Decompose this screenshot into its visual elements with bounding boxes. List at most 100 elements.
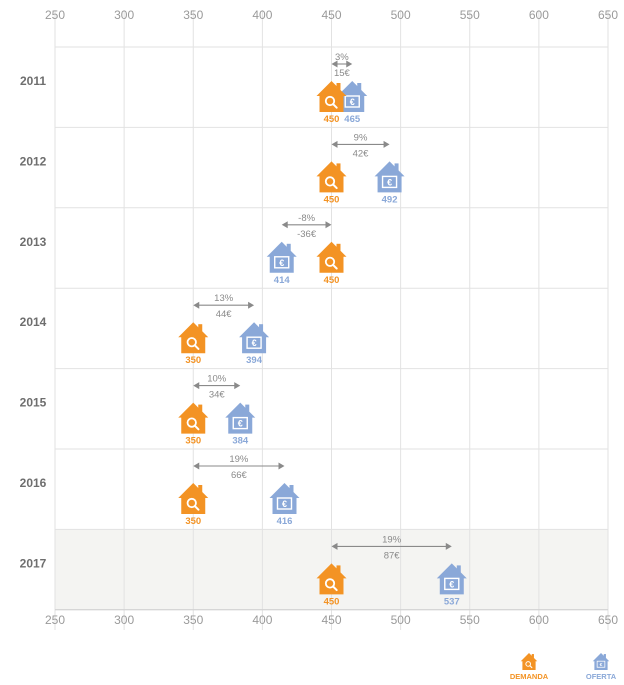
- house-euro-icon: €: [436, 563, 467, 595]
- oferta-point: €465: [337, 81, 368, 125]
- grid-layer: [54, 10, 609, 630]
- house-search-icon: [316, 81, 347, 112]
- svg-text:€: €: [238, 419, 243, 429]
- house-search-icon: [316, 161, 347, 193]
- x-tick-label-bottom: 300: [114, 613, 134, 627]
- difference-arrow: [193, 462, 285, 470]
- house-search-icon: [178, 322, 209, 354]
- legend-label: DEMANDA: [510, 672, 549, 681]
- legend: DEMANDA € OFERTA: [510, 652, 617, 681]
- difference-amount: 42€: [353, 148, 370, 159]
- difference-amount: 15€: [334, 68, 351, 79]
- x-tick-label-bottom: 250: [45, 613, 65, 627]
- oferta-value-label: 416: [277, 516, 293, 527]
- demanda-value-label: 350: [185, 516, 201, 527]
- house-euro-icon: €: [239, 322, 270, 354]
- oferta-point: €537: [436, 563, 467, 607]
- oferta-point: €394: [239, 322, 270, 366]
- demanda-value-label: 450: [324, 596, 340, 607]
- house-search-icon: [520, 652, 538, 670]
- demanda-value-label: 450: [324, 275, 340, 286]
- svg-text:€: €: [600, 662, 603, 668]
- house-euro-icon: €: [266, 241, 297, 273]
- difference-percent: 19%: [229, 454, 249, 465]
- year-label: 2017: [20, 556, 47, 570]
- oferta-point: €492: [374, 161, 405, 205]
- svg-text:€: €: [252, 338, 257, 348]
- oferta-value-label: 537: [444, 596, 460, 607]
- difference-arrow: [331, 542, 452, 550]
- svg-text:€: €: [279, 258, 284, 268]
- difference-amount: 87€: [384, 550, 401, 561]
- year-label: 2015: [20, 396, 47, 410]
- x-tick-label-top: 550: [460, 8, 480, 22]
- house-euro-icon: €: [225, 402, 256, 434]
- house-search-icon: [178, 483, 209, 514]
- difference-arrow: [193, 301, 255, 309]
- legend-item-demanda: DEMANDA: [510, 652, 549, 681]
- house-search-icon: [316, 563, 347, 595]
- x-tick-label-top: 250: [45, 8, 65, 22]
- legend-label: OFERTA: [586, 672, 617, 681]
- house-euro-icon: €: [269, 483, 300, 514]
- x-tick-label-top: 450: [321, 8, 341, 22]
- x-axis-tick-layer: 2502503003003503504004004504505005005505…: [45, 8, 618, 627]
- difference-percent: 9%: [354, 132, 368, 143]
- x-tick-label-top: 600: [529, 8, 549, 22]
- x-tick-label-bottom: 400: [252, 613, 272, 627]
- oferta-point: €414: [266, 241, 297, 286]
- year-label: 2012: [20, 154, 47, 168]
- difference-amount: 44€: [216, 309, 233, 320]
- svg-text:€: €: [449, 579, 454, 589]
- year-label: 2016: [20, 476, 47, 490]
- oferta-value-label: 492: [382, 194, 398, 205]
- demanda-point: 350: [178, 402, 209, 447]
- demanda-point: 450: [316, 81, 347, 125]
- demanda-point: 450: [316, 241, 347, 286]
- house-euro-icon: €: [337, 81, 368, 112]
- y-axis-category-layer: 2011 2012 2013 2014 2015 2016 2017: [20, 74, 47, 570]
- svg-text:€: €: [282, 499, 287, 509]
- house-search-icon: [178, 402, 209, 434]
- svg-text:€: €: [387, 177, 392, 187]
- demanda-value-label: 450: [324, 114, 340, 125]
- difference-amount: -36€: [297, 229, 317, 240]
- oferta-point: €416: [269, 483, 300, 527]
- house-search-icon: [316, 241, 347, 273]
- house-euro-icon: €: [374, 161, 405, 193]
- x-tick-label-bottom: 500: [391, 613, 411, 627]
- difference-percent: 19%: [382, 534, 402, 545]
- oferta-value-label: 465: [344, 114, 361, 125]
- x-tick-label-bottom: 350: [183, 613, 203, 627]
- difference-percent: -8%: [298, 213, 315, 224]
- x-tick-label-top: 300: [114, 8, 134, 22]
- legend-item-oferta: € OFERTA: [586, 652, 617, 681]
- x-tick-label-top: 500: [391, 8, 411, 22]
- x-tick-label-top: 650: [598, 8, 618, 22]
- oferta-point: €384: [225, 402, 256, 447]
- demanda-value-label: 350: [185, 436, 201, 447]
- demanda-point: 450: [316, 563, 347, 607]
- demanda-value-label: 450: [324, 194, 340, 205]
- oferta-value-label: 384: [232, 436, 249, 447]
- year-label: 2013: [20, 235, 47, 249]
- x-tick-label-top: 350: [183, 8, 203, 22]
- demanda-point: 350: [178, 322, 209, 366]
- demanda-point: 450: [316, 161, 347, 205]
- difference-arrow: [331, 140, 390, 148]
- difference-layer: 3% 15€ 9% 42€ -8% -36€ 13% 44€ 10% 34€ 19% 66€ 19% 87…: [193, 52, 452, 561]
- year-label: 2014: [20, 315, 47, 329]
- difference-arrow: [331, 60, 353, 68]
- svg-text:€: €: [350, 97, 355, 107]
- difference-amount: 66€: [231, 470, 248, 481]
- x-tick-label-bottom: 650: [598, 613, 618, 627]
- difference-percent: 3%: [335, 52, 349, 63]
- x-tick-label-bottom: 600: [529, 613, 549, 627]
- oferta-value-label: 414: [274, 275, 291, 286]
- x-tick-label-bottom: 550: [460, 613, 480, 627]
- house-euro-icon: €: [592, 652, 610, 670]
- demanda-point: 350: [178, 483, 209, 527]
- difference-percent: 13%: [214, 293, 234, 304]
